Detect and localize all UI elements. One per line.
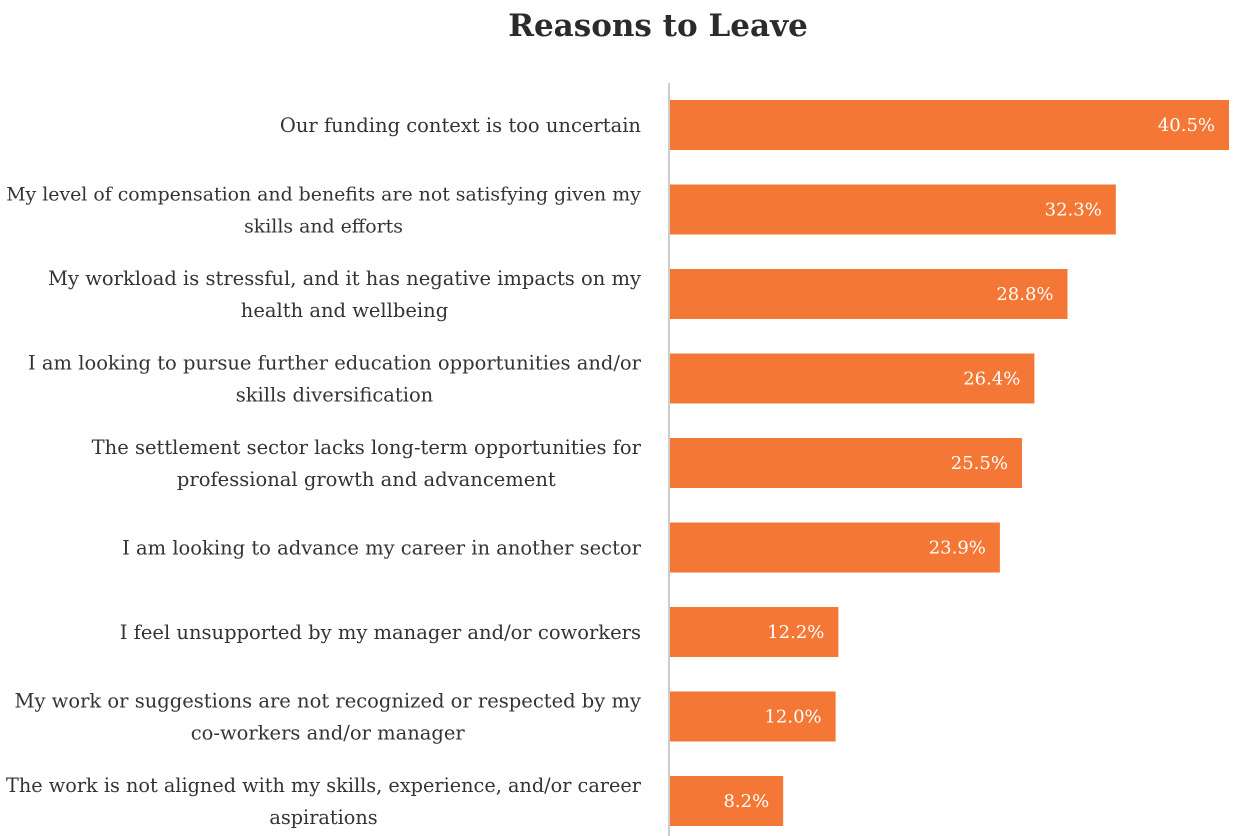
chart-title: Reasons to Leave <box>508 8 808 44</box>
value-label: 12.2% <box>767 622 824 643</box>
category-label-line: co-workers and/or manager <box>191 722 466 745</box>
bar <box>670 607 839 657</box>
category-label: I am looking to pursue further education… <box>28 352 642 407</box>
value-label: 23.9% <box>929 538 986 559</box>
bar <box>670 100 1229 150</box>
category-label: I feel unsupported by my manager and/or … <box>120 621 641 644</box>
category-label: I am looking to advance my career in ano… <box>122 537 642 560</box>
category-label-line: My workload is stressful, and it has neg… <box>48 267 641 290</box>
category-label: My workload is stressful, and it has neg… <box>48 267 641 322</box>
category-label-line: skills and efforts <box>244 216 403 238</box>
value-label: 26.4% <box>963 369 1020 390</box>
bar <box>670 184 1116 235</box>
category-label-line: The work is not aligned with my skills, … <box>6 774 642 797</box>
category-label: My work or suggestions are not recognize… <box>14 690 641 745</box>
bar <box>670 269 1068 319</box>
value-label: 32.3% <box>1045 200 1102 221</box>
value-label: 40.5% <box>1158 115 1215 136</box>
category-label-line: aspirations <box>269 806 377 829</box>
category-label-line: Our funding context is too uncertain <box>280 114 642 137</box>
category-label-line: The settlement sector lacks long-term op… <box>92 436 642 459</box>
bar <box>670 691 836 742</box>
category-label-line: My work or suggestions are not recognize… <box>14 690 641 713</box>
category-label-line: I am looking to pursue further education… <box>28 352 642 375</box>
bar <box>670 776 784 826</box>
category-label: The work is not aligned with my skills, … <box>6 774 642 829</box>
bars-group: 40.5% Our funding context is too uncertai… <box>6 100 1229 829</box>
category-label-line: I feel unsupported by my manager and/or … <box>120 621 641 644</box>
category-label-line: professional growth and advancement <box>177 468 556 491</box>
category-label-line: I am looking to advance my career in ano… <box>122 537 642 560</box>
value-label: 28.8% <box>996 284 1053 305</box>
category-label-line: skills diversification <box>236 384 434 407</box>
category-label: Our funding context is too uncertain <box>280 114 642 137</box>
value-label: 8.2% <box>723 791 769 812</box>
category-label: My level of compensation and benefits ar… <box>6 184 641 238</box>
category-label: The settlement sector lacks long-term op… <box>92 436 642 491</box>
value-label: 12.0% <box>764 707 821 728</box>
bar <box>670 522 1000 573</box>
category-label-line: health and wellbeing <box>241 299 448 322</box>
category-label-line: My level of compensation and benefits ar… <box>6 184 641 206</box>
bar <box>670 438 1022 488</box>
bar <box>670 353 1035 404</box>
value-label: 25.5% <box>951 453 1008 474</box>
